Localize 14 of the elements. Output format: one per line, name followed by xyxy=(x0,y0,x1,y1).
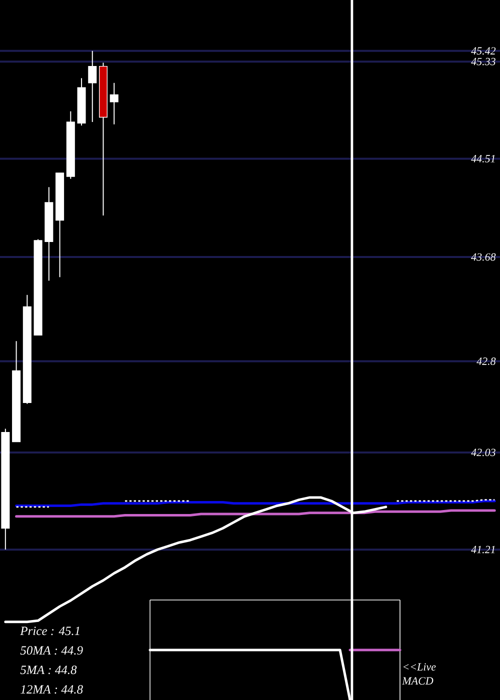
annotation: <<Live MACD xyxy=(402,663,436,685)
y-tick-label: 42.03 xyxy=(471,448,496,456)
y-tick-label: 43.68 xyxy=(471,253,496,261)
candlestick xyxy=(88,50,97,122)
y-tick-label: 45.42 xyxy=(471,47,496,55)
candlestick xyxy=(110,82,118,125)
y-tick-label: 45.33 xyxy=(471,58,496,66)
annotation: 12MA : 44.8 xyxy=(20,685,83,694)
annotation: Price : 45.1 xyxy=(20,626,80,636)
annotation: 50MA : 44.9 xyxy=(20,646,83,655)
y-tick-label: 44.51 xyxy=(471,154,495,162)
annotation: 5MA : 44.8 xyxy=(20,666,77,674)
y-tick-label: 42.8 xyxy=(476,358,496,365)
y-tick-label: 41.21 xyxy=(471,546,495,554)
